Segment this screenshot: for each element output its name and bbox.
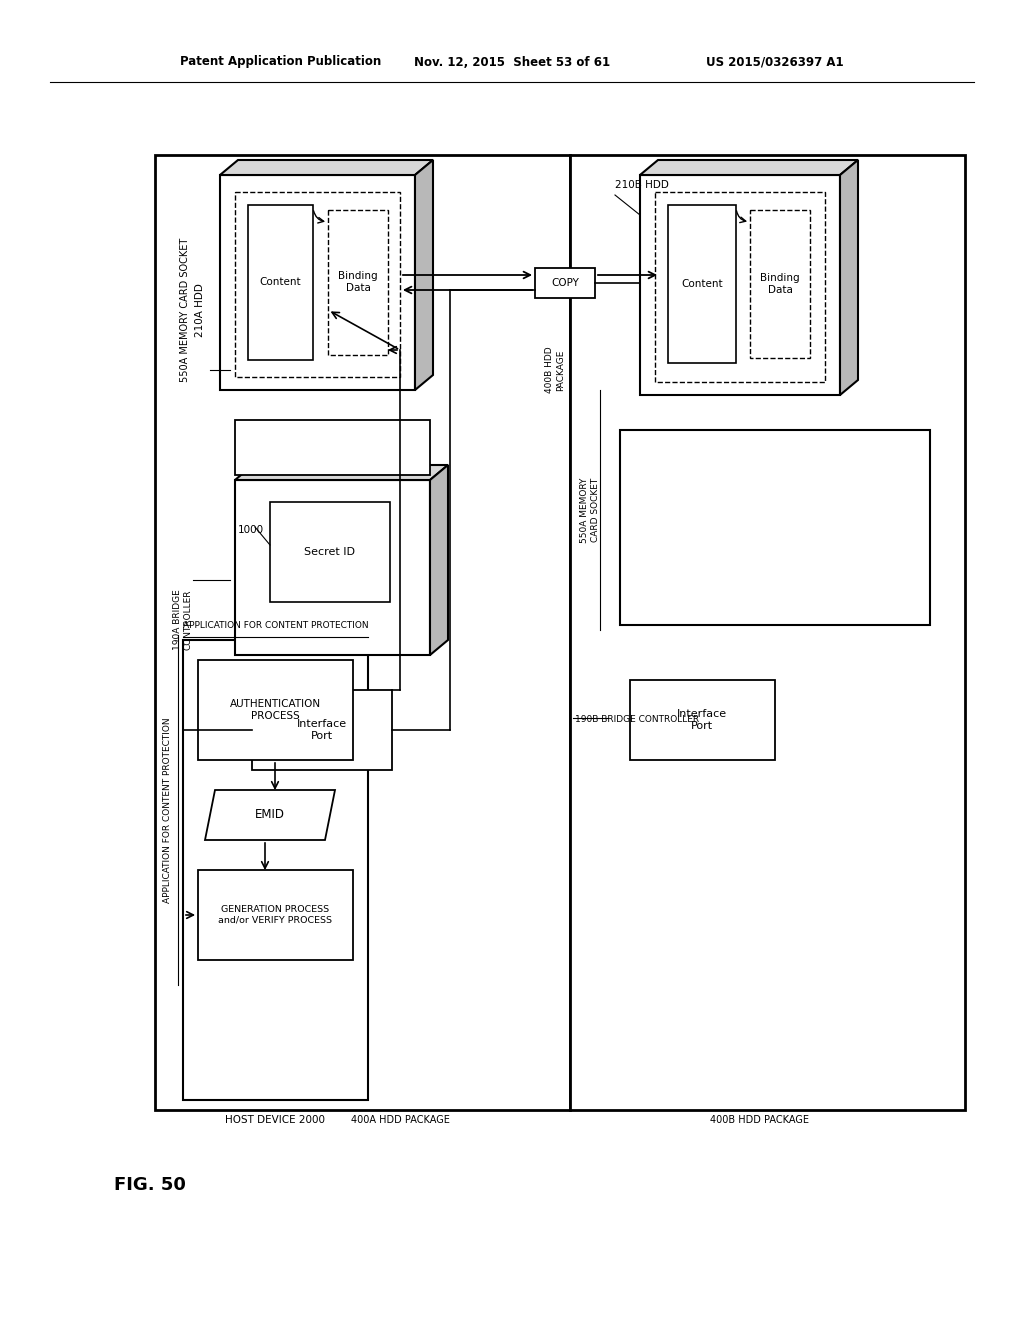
Text: APPLICATION FOR CONTENT PROTECTION: APPLICATION FOR CONTENT PROTECTION	[183, 620, 369, 630]
Bar	[248, 205, 313, 360]
Polygon shape	[234, 465, 449, 480]
Polygon shape	[220, 176, 415, 389]
Text: AUTHENTICATION
PROCESS: AUTHENTICATION PROCESS	[229, 700, 321, 721]
Bar	[234, 420, 430, 475]
Bar	[155, 154, 570, 1110]
Bar	[570, 154, 965, 1110]
Bar	[234, 191, 400, 378]
Text: Secret ID: Secret ID	[304, 546, 355, 557]
Text: Content: Content	[259, 277, 301, 286]
Bar	[198, 660, 353, 760]
Text: 190A BRIDGE
CONTROLLER: 190A BRIDGE CONTROLLER	[173, 590, 193, 651]
Polygon shape	[220, 160, 433, 176]
Bar	[183, 640, 368, 1100]
Text: GENERATION PROCESS
and/or VERIFY PROCESS: GENERATION PROCESS and/or VERIFY PROCESS	[218, 906, 332, 925]
Polygon shape	[415, 160, 433, 389]
Text: 210B HDD: 210B HDD	[615, 180, 669, 190]
Text: Binding
Data: Binding Data	[760, 273, 800, 294]
Text: 550A MEMORY CARD SOCKET: 550A MEMORY CARD SOCKET	[180, 238, 190, 381]
Polygon shape	[430, 465, 449, 655]
Text: HOST DEVICE 2000: HOST DEVICE 2000	[225, 1115, 325, 1125]
Text: 210A HDD: 210A HDD	[195, 282, 205, 337]
Text: 400A HDD PACKAGE: 400A HDD PACKAGE	[350, 1115, 450, 1125]
Polygon shape	[640, 176, 840, 395]
Text: US 2015/0326397 A1: US 2015/0326397 A1	[707, 55, 844, 69]
Text: EMID: EMID	[255, 808, 285, 821]
Bar	[655, 191, 825, 381]
Bar	[328, 210, 388, 355]
Polygon shape	[234, 480, 430, 655]
Text: FIG. 50: FIG. 50	[114, 1176, 186, 1195]
Text: Binding
Data: Binding Data	[338, 271, 378, 293]
Bar	[668, 205, 736, 363]
Bar	[750, 210, 810, 358]
Text: 550A MEMORY
CARD SOCKET: 550A MEMORY CARD SOCKET	[581, 478, 600, 543]
Bar	[198, 870, 353, 960]
Text: 400B HDD PACKAGE: 400B HDD PACKAGE	[711, 1115, 810, 1125]
Polygon shape	[840, 160, 858, 395]
Text: Nov. 12, 2015  Sheet 53 of 61: Nov. 12, 2015 Sheet 53 of 61	[414, 55, 610, 69]
Text: 400B HDD
PACKAGE: 400B HDD PACKAGE	[546, 347, 564, 393]
Text: APPLICATION FOR CONTENT PROTECTION: APPLICATION FOR CONTENT PROTECTION	[163, 717, 171, 903]
Text: 1000: 1000	[238, 525, 264, 535]
Text: Interface
Port: Interface Port	[297, 719, 347, 741]
Text: 190B BRIDGE CONTROLLER: 190B BRIDGE CONTROLLER	[575, 715, 699, 725]
Bar	[620, 430, 930, 624]
Text: Interface
Port: Interface Port	[677, 709, 727, 731]
Bar	[630, 680, 775, 760]
Polygon shape	[205, 789, 335, 840]
Bar	[535, 268, 595, 298]
Text: COPY: COPY	[551, 279, 579, 288]
Text: Content: Content	[681, 279, 723, 289]
Polygon shape	[640, 160, 858, 176]
Bar	[252, 690, 392, 770]
Text: Patent Application Publication: Patent Application Publication	[180, 55, 381, 69]
Bar	[270, 502, 390, 602]
